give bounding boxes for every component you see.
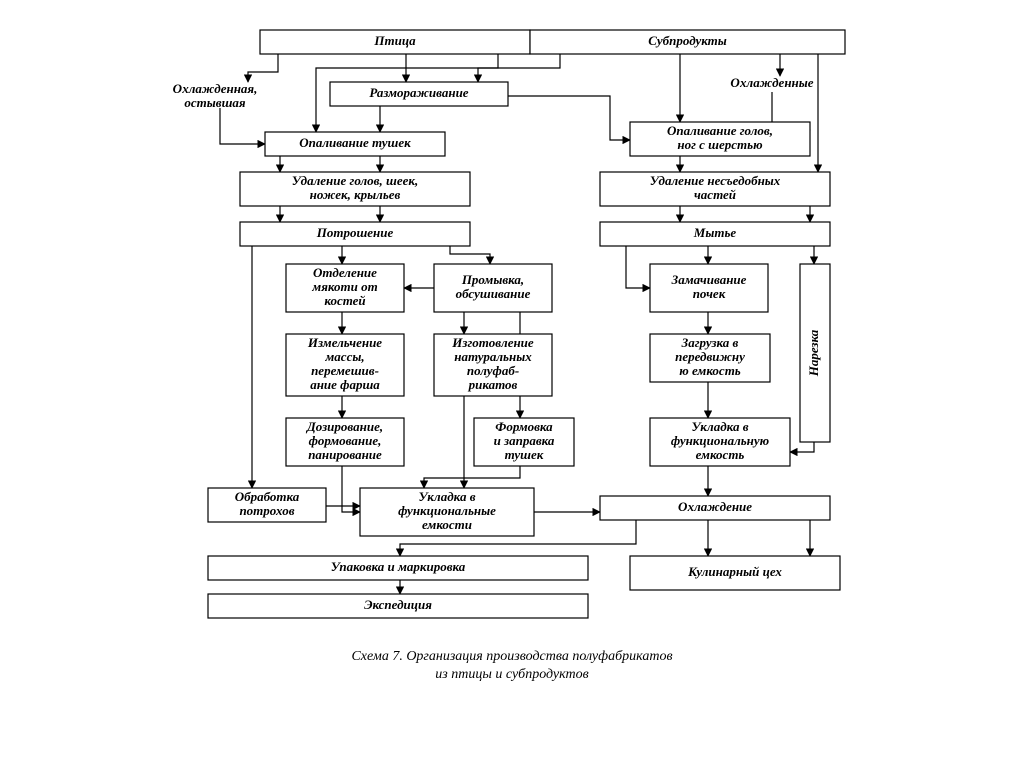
node-n16: Загрузка впередвижную емкость [650, 334, 770, 382]
node-label-n1-l0: Птица [373, 33, 416, 48]
node-n22: Охлаждение [600, 496, 830, 520]
edge-n18-n21 [424, 466, 520, 488]
node-n15: Изготовлениенатуральныхполуфаб-рикатов [434, 334, 552, 396]
node-n3: Размораживание [330, 82, 508, 106]
edge-n17-n21 [342, 466, 360, 512]
node-n6: Удаление голов, шеек,ножек, крыльев [240, 172, 470, 206]
node-label-n2-l0: Субпродукты [648, 33, 727, 48]
node-label-n20-l1: потрохов [239, 503, 294, 518]
node-label-n15-l2: полуфаб- [467, 363, 519, 378]
node-n19: Укладка вфункциональнуюемкость [650, 418, 790, 466]
node-label-n3-l0: Размораживание [369, 85, 468, 100]
node-label-n15-l1: натуральных [454, 349, 532, 364]
node-n8: Потрошение [240, 222, 470, 246]
node-label-n13: Нарезка [806, 329, 821, 377]
node-n14: Измельчениемассы,перемешив-ание фарша [286, 334, 404, 396]
free-label-fl1-l0: Охлажденная, [173, 81, 258, 96]
node-label-n5-l1: ног с шерстью [677, 137, 763, 152]
node-label-n21-l0: Укладка в [418, 489, 475, 504]
node-label-n14-l1: массы, [324, 349, 364, 364]
node-n23: Упаковка и маркировка [208, 556, 588, 580]
node-label-n17-l1: формование, [309, 433, 382, 448]
node-label-n16-l1: передвижну [675, 349, 745, 364]
node-n18: Формовкаи заправкатушек [474, 418, 574, 466]
node-label-n19-l2: емкость [696, 447, 745, 462]
node-n25: Экспедиция [208, 594, 588, 618]
node-n20: Обработкапотрохов [208, 488, 326, 522]
node-label-n14-l0: Измельчение [307, 335, 382, 350]
node-label-n10-l1: мякоти от [311, 279, 377, 294]
node-label-n24-l0: Кулинарный цех [687, 564, 782, 579]
node-label-n6-l1: ножек, крыльев [310, 187, 401, 202]
node-n7: Удаление несъедобныхчастей [600, 172, 830, 206]
edge-fl1-n4 [220, 108, 265, 144]
caption-line-1: из птицы и субпродуктов [435, 667, 588, 682]
node-label-n8-l0: Потрошение [316, 225, 394, 240]
edge-n3-n5 [508, 96, 630, 140]
edge-n8-n11 [450, 246, 490, 264]
caption: Схема 7. Организация производства полуфа… [351, 649, 672, 682]
node-n10: Отделениемякоти откостей [286, 264, 404, 312]
node-label-n18-l2: тушек [505, 447, 544, 462]
node-n5: Опаливание голов,ног с шерстью [630, 122, 810, 156]
nodes-layer: Птица Субпродукты Размораживание Опаливание… [208, 30, 845, 618]
node-label-n23-l0: Упаковка и маркировка [331, 559, 466, 574]
node-n9: Мытье [600, 222, 830, 246]
node-label-n4-l0: Опаливание тушек [299, 135, 411, 150]
node-n21: Укладка вфункциональныеемкости [360, 488, 534, 536]
node-n11: Промывка,обсушивание [434, 264, 552, 312]
edge-n13-n19 [790, 442, 814, 452]
node-label-n16-l2: ю емкость [679, 363, 741, 378]
node-label-n18-l0: Формовка [495, 419, 553, 434]
node-label-n16-l0: Загрузка в [681, 335, 739, 350]
node-label-n10-l2: костей [324, 293, 365, 308]
node-label-n21-l2: емкости [422, 517, 472, 532]
node-label-n22-l0: Охлаждение [678, 499, 752, 514]
flowchart-canvas: Птица Субпродукты Размораживание Опаливание… [0, 0, 1024, 768]
node-label-n15-l3: рикатов [468, 377, 518, 392]
edge-n1-fl1 [248, 54, 278, 82]
node-n24: Кулинарный цех [630, 556, 840, 590]
node-label-n9-l0: Мытье [693, 225, 737, 240]
node-label-n17-l2: панирование [308, 447, 382, 462]
caption-line-0: Схема 7. Организация производства полуфа… [351, 649, 672, 664]
node-label-n7-l0: Удаление несъедобных [650, 173, 781, 188]
node-label-n7-l1: частей [694, 187, 736, 202]
free-label-fl2-l0: Охлажденные [730, 75, 813, 90]
node-label-n15-l0: Изготовление [451, 335, 534, 350]
node-label-n12-l1: почек [693, 286, 726, 301]
node-n4: Опаливание тушек [265, 132, 445, 156]
node-label-n11-l1: обсушивание [456, 286, 531, 301]
node-n1: Птица [260, 30, 530, 54]
free-label-fl1-l1: остывшая [184, 95, 246, 110]
node-label-n17-l0: Дозирование, [306, 419, 383, 434]
edge-n9-n12 [626, 246, 650, 288]
node-label-n6-l0: Удаление голов, шеек, [292, 173, 418, 188]
node-n12: Замачиваниепочек [650, 264, 768, 312]
node-label-n12-l0: Замачивание [671, 272, 747, 287]
node-label-n25-l0: Экспедиция [364, 597, 432, 612]
node-label-n11-l0: Промывка, [461, 272, 524, 287]
node-label-n10-l0: Отделение [313, 265, 377, 280]
node-label-n21-l1: функциональные [398, 503, 496, 518]
node-label-n18-l1: и заправка [494, 433, 555, 448]
node-label-n14-l2: перемешив- [311, 363, 379, 378]
node-label-n19-l0: Укладка в [691, 419, 748, 434]
node-n17: Дозирование,формование,панирование [286, 418, 404, 466]
node-label-n14-l3: ание фарша [310, 377, 380, 392]
node-label-n20-l0: Обработка [235, 489, 300, 504]
node-label-n5-l0: Опаливание голов, [667, 123, 773, 138]
node-n13: Нарезка [800, 264, 830, 442]
edge-n2-n3 [478, 54, 560, 82]
node-label-n19-l1: функциональную [671, 433, 770, 448]
node-n2: Субпродукты [530, 30, 845, 54]
